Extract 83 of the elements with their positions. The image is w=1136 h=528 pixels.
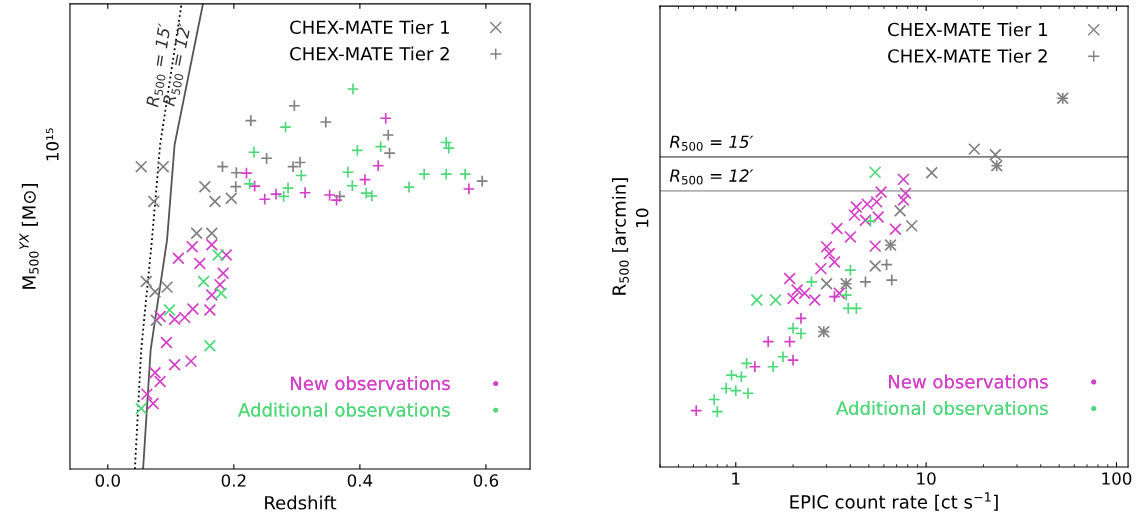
point <box>225 192 238 205</box>
point <box>440 136 453 149</box>
point <box>193 257 207 270</box>
point <box>260 152 273 165</box>
point <box>203 303 217 317</box>
point <box>379 112 392 125</box>
point <box>205 288 218 302</box>
point <box>203 339 217 352</box>
text: New observations <box>291 376 450 391</box>
point <box>140 275 153 288</box>
point <box>351 144 364 157</box>
point <box>205 226 218 240</box>
point <box>197 275 210 288</box>
x-axis-title: Redshift <box>265 495 337 510</box>
point <box>134 160 148 173</box>
point <box>160 336 173 349</box>
point <box>160 280 174 294</box>
point <box>147 195 161 208</box>
point <box>153 310 167 323</box>
point <box>148 366 162 379</box>
text: Additional observations <box>238 402 450 417</box>
point <box>243 177 256 191</box>
legend-label: CHEX-MATE Tier 2 <box>290 46 449 61</box>
point <box>295 169 308 182</box>
point <box>213 278 227 292</box>
point <box>258 193 271 206</box>
point <box>134 402 148 415</box>
text: Additional observations <box>836 401 1048 415</box>
point <box>153 375 167 388</box>
y-axis-title: R$_{500}$ [arcmin] <box>611 178 629 295</box>
point <box>186 240 199 253</box>
point <box>288 99 301 112</box>
series-label: R$_{500}$ = 12′ <box>669 169 754 185</box>
point <box>383 146 396 160</box>
point <box>358 173 372 186</box>
x-tick-label: 10 <box>917 472 936 485</box>
legend-label: CHEX-MATE Tier 1 <box>290 20 449 35</box>
x-tick-label: 1 <box>732 472 740 485</box>
x-tick-label: 100 <box>1102 472 1132 485</box>
y-axis-title: M$_{500}$$^{YX}$ [M⊙] <box>19 184 39 289</box>
point <box>146 397 160 410</box>
point <box>216 160 229 173</box>
text: 10¹⁵ <box>46 128 59 161</box>
point <box>215 286 228 300</box>
x-tick-label: 0.0 <box>95 474 120 487</box>
point <box>186 302 200 316</box>
point <box>205 238 218 252</box>
point <box>148 285 162 299</box>
x-axis-title: EPIC count rate [ct s$^{−1}$] <box>790 492 998 511</box>
point <box>323 188 336 202</box>
point <box>442 141 455 155</box>
point <box>229 180 242 193</box>
legend-label: CHEX-MATE Tier 2 <box>888 48 1047 63</box>
point <box>244 114 258 127</box>
series-label: R$_{500}$ = 15′ <box>669 135 754 151</box>
x-tick-label: 0.4 <box>347 474 373 487</box>
point <box>346 179 359 192</box>
point <box>163 303 176 317</box>
x-tick-label: 0.2 <box>221 474 246 487</box>
point <box>279 120 292 134</box>
text: 10 <box>635 208 649 227</box>
point <box>333 190 346 203</box>
legend-label: CHEX-MATE Tier 1 <box>888 22 1047 37</box>
point <box>216 266 230 280</box>
point <box>184 354 198 368</box>
point <box>198 180 212 193</box>
point <box>230 166 243 179</box>
point <box>240 166 253 180</box>
point <box>248 179 261 193</box>
point <box>168 358 181 372</box>
point <box>172 252 185 265</box>
point <box>382 128 395 142</box>
x-tick-label: 0.6 <box>473 474 499 487</box>
point <box>190 226 203 240</box>
point <box>140 387 154 401</box>
point <box>220 248 233 262</box>
point <box>440 167 453 181</box>
point <box>157 160 170 173</box>
point <box>330 193 343 207</box>
point <box>211 248 225 262</box>
point <box>374 140 387 153</box>
text: New observations <box>889 374 1048 389</box>
point <box>208 195 222 208</box>
